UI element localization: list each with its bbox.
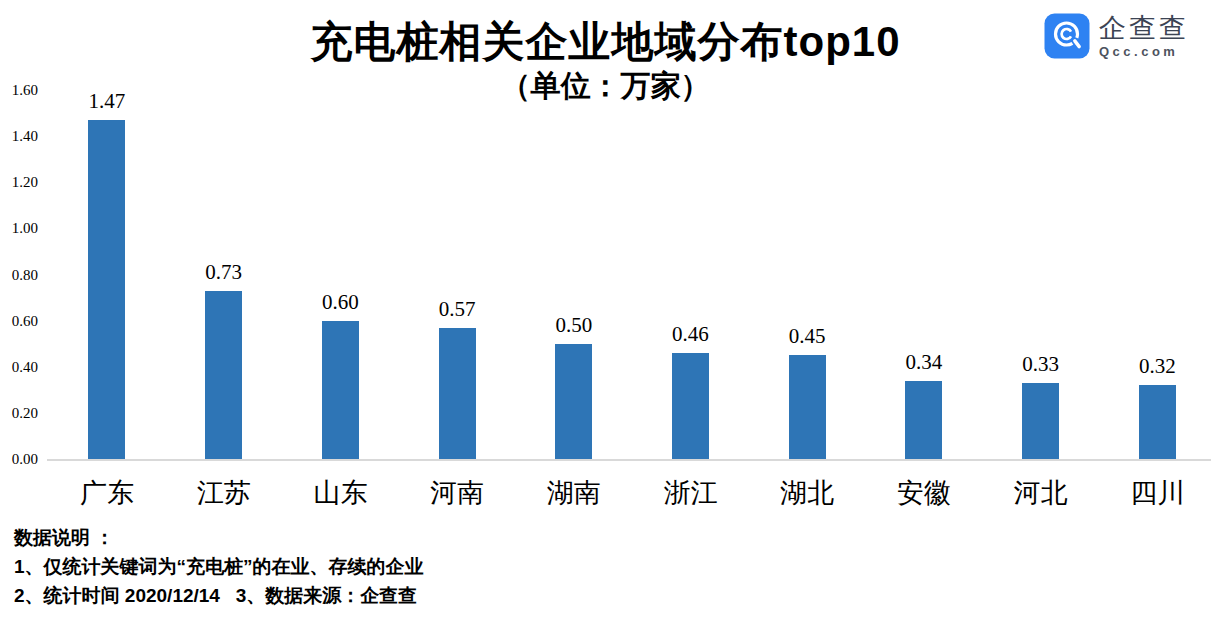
x-axis-label-山东: 山东	[282, 477, 399, 509]
bar-山东	[322, 321, 359, 459]
x-axis-label-河南: 河南	[399, 477, 516, 509]
bar-湖南	[555, 344, 592, 459]
bar-value-label: 0.45	[762, 324, 852, 348]
y-axis-tick-label: 1.20	[0, 173, 38, 191]
bar-浙江	[672, 353, 709, 459]
bar-value-label: 0.57	[412, 297, 502, 321]
footer-line-2: 1、仅统计关键词为“充电桩”的在业、存续的企业	[14, 552, 424, 581]
x-axis-label-安徽: 安徽	[866, 477, 983, 509]
bar-value-label: 0.50	[529, 313, 619, 337]
x-axis-label-江苏: 江苏	[165, 477, 282, 509]
bar-value-label: 1.47	[62, 89, 152, 113]
bar-value-label: 0.32	[1112, 354, 1202, 378]
x-axis-label-广东: 广东	[49, 477, 166, 509]
bar-四川	[1139, 385, 1176, 459]
bar-value-label: 0.60	[295, 290, 385, 314]
y-axis-tick-label: 1.60	[0, 81, 38, 99]
y-axis-tick-label: 1.00	[0, 219, 38, 237]
chart-canvas: 充电桩相关企业地域分布top10 （单位：万家） 企查查 Qcc.com 0.0…	[0, 0, 1211, 623]
x-axis-label-浙江: 浙江	[632, 477, 749, 509]
bar-江苏	[205, 291, 242, 459]
y-axis-tick-label: 1.40	[0, 127, 38, 145]
bar-河南	[439, 328, 476, 459]
x-axis-label-湖北: 湖北	[749, 477, 866, 509]
bar-湖北	[789, 355, 826, 459]
x-axis-line	[47, 459, 1211, 461]
y-axis-tick-label: 0.40	[0, 358, 38, 376]
x-axis-label-河北: 河北	[982, 477, 1099, 509]
bar-广东	[88, 120, 125, 459]
y-axis-tick-label: 0.00	[0, 450, 38, 468]
footer-line-3: 2、统计时间 2020/12/14 3、数据来源：企查查	[14, 581, 424, 610]
bar-value-label: 0.73	[179, 260, 269, 284]
x-axis-label-湖南: 湖南	[515, 477, 632, 509]
bar-value-label: 0.33	[996, 352, 1086, 376]
y-axis-tick-label: 0.80	[0, 266, 38, 284]
bar-安徽	[905, 381, 942, 459]
bar-河北	[1022, 383, 1059, 459]
x-axis-label-四川: 四川	[1099, 477, 1211, 509]
footer-notes: 数据说明 ： 1、仅统计关键词为“充电桩”的在业、存续的企业 2、统计时间 20…	[14, 523, 424, 610]
footer-line-1: 数据说明 ：	[14, 523, 424, 552]
bar-value-label: 0.34	[879, 350, 969, 374]
y-axis-tick-label: 0.20	[0, 404, 38, 422]
y-axis-tick-label: 0.60	[0, 312, 38, 330]
bar-value-label: 0.46	[645, 322, 735, 346]
